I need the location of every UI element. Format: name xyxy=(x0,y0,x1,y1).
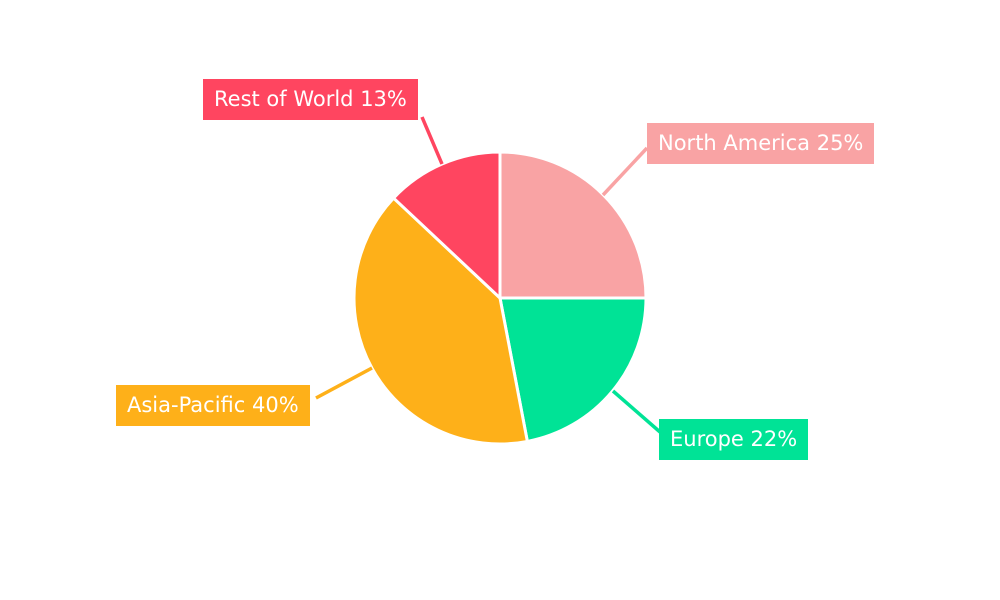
callout-line-rest-of-world xyxy=(420,116,444,165)
callout-line-asia-pacific xyxy=(315,366,373,400)
callout-line-europe xyxy=(611,389,662,434)
pie-label-rest-of-world: Rest of World 13% xyxy=(203,79,418,120)
pie-slice-rest-of-world xyxy=(392,150,502,300)
pie-slice-europe xyxy=(498,296,648,443)
pie-label-north-america: North America 25% xyxy=(647,123,875,164)
callout-line-north-america xyxy=(601,146,649,197)
pie-label-asia-pacific: Asia-Pacific 40% xyxy=(116,385,310,426)
pie-label-europe: Europe 22% xyxy=(659,419,809,460)
